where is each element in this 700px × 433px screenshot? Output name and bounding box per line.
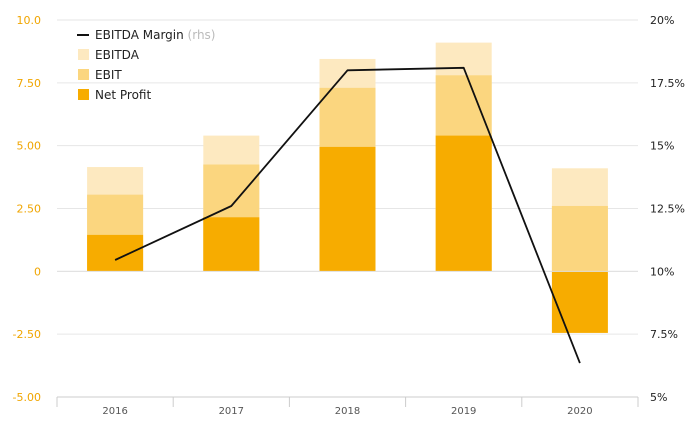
bar-net-profit-2017 (203, 217, 260, 272)
legend-label: Net Profit (95, 88, 151, 102)
x-tick-label: 2018 (335, 406, 360, 417)
y-left-tick-label: 10.0 (17, 14, 42, 27)
legend-label: EBIT (95, 68, 122, 82)
y-left-tick-label: 7.50 (17, 77, 42, 90)
y-left-tick-label: 5.00 (17, 140, 42, 153)
bar-net-profit-2016 (87, 234, 144, 272)
y-right-tick-label: 17.5% (650, 77, 685, 90)
legend-rhs-note: (rhs) (184, 28, 216, 42)
legend-swatch-box (78, 89, 89, 100)
bar-net-profit-2018 (319, 146, 376, 272)
y-right-tick-label: 12.5% (650, 203, 685, 216)
legend-label: EBITDA Margin (rhs) (95, 28, 216, 42)
x-tick-label: 2019 (451, 406, 476, 417)
line-ebitda-margin (114, 66, 581, 364)
y-left-tick-label: 0 (34, 265, 41, 278)
legend-swatch-box (78, 69, 89, 80)
bar-net-profit-2020 (551, 271, 608, 333)
y-left-tick-label: 2.50 (17, 203, 42, 216)
y-right-tick-label: 5% (650, 391, 667, 404)
legend-label: EBITDA (95, 48, 140, 62)
bar-net-profit-2019 (435, 135, 492, 272)
y-right-tick-label: 7.5% (650, 328, 678, 341)
y-right-tick-label: 20% (650, 14, 674, 27)
y-left-tick-label: -5.00 (13, 391, 41, 404)
legend-swatch-box (78, 49, 89, 60)
y-left-tick-label: -2.50 (13, 328, 41, 341)
y-right-tick-label: 10% (650, 265, 674, 278)
x-tick-label: 2017 (219, 406, 244, 417)
x-tick-label: 2016 (102, 406, 127, 417)
bar-ebit-2020 (551, 205, 608, 272)
y-right-tick-label: 15% (650, 140, 674, 153)
x-tick-label: 2020 (567, 406, 592, 417)
